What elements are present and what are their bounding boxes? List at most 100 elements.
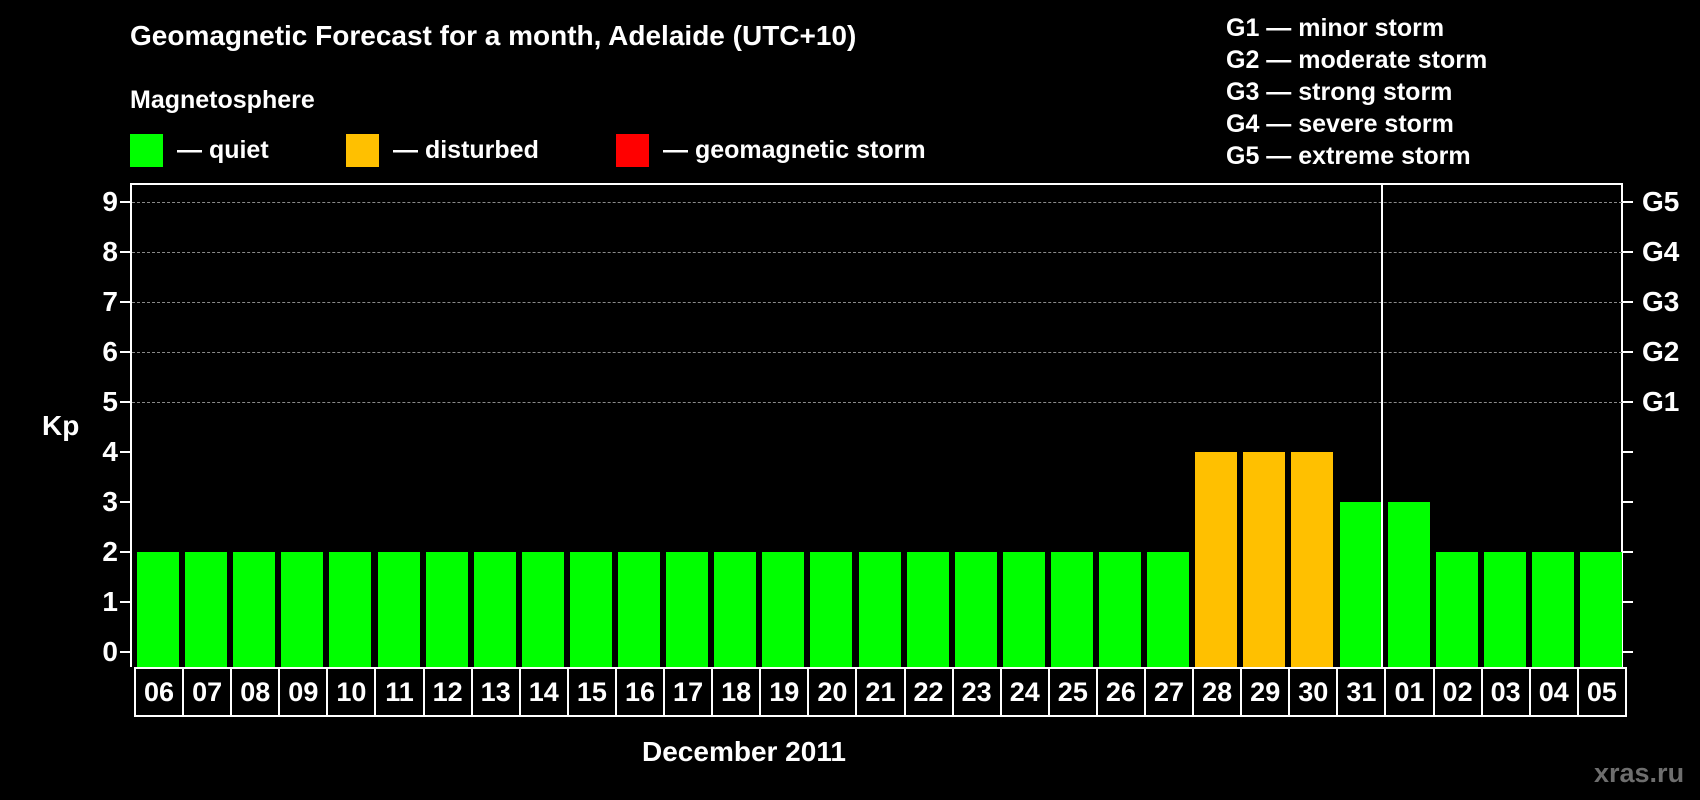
y-tick-right [1623,401,1633,403]
gridline [132,252,1622,253]
watermark: xras.ru [1594,758,1685,788]
y-axis-label: Kp [42,410,80,441]
bar-27 [1147,552,1190,667]
legend-disturbed: — disturbed [346,133,539,167]
bar-12 [425,552,468,667]
day-label-20: 20 [809,669,858,715]
bar-05 [1580,552,1622,667]
bar-01 [1387,502,1430,667]
bar-03 [1483,552,1526,667]
y-tick-right [1623,551,1633,553]
y-tick-label: 7 [102,286,118,317]
day-label-07: 07 [184,669,233,715]
bar-06 [137,552,179,667]
legend-quiet: — quiet [130,133,269,167]
day-label-22: 22 [906,669,954,715]
day-label-26: 26 [1098,669,1146,715]
day-label-27: 27 [1146,669,1195,715]
day-label-13: 13 [473,669,521,715]
y-tick-right [1623,501,1633,503]
y-tick-right [1623,301,1633,303]
bar-16 [618,552,660,667]
legend-subtitle: Magnetosphere [130,86,315,114]
day-label-06: 06 [136,669,185,715]
bar-31 [1339,502,1382,667]
g2-legend: G2 — moderate storm [1226,46,1488,74]
y-tick-label: 2 [102,536,118,567]
y-tick-label: 8 [102,236,118,267]
y-tick-right [1623,251,1633,253]
bar-09 [281,552,324,667]
bar-21 [858,552,901,667]
bar-04 [1531,552,1574,667]
storm-level-label: G3 [1642,286,1680,317]
day-label-24: 24 [1002,669,1050,715]
day-label-29: 29 [1242,669,1291,715]
bar-15 [569,552,612,667]
gridline [132,402,1622,403]
day-label-05: 05 [1579,669,1627,715]
y-tick-right [1623,351,1633,353]
y-tick-label: 4 [102,436,118,467]
y-tick [120,351,130,353]
bar-14 [521,552,564,667]
y-tick [120,551,130,553]
bar-30 [1291,452,1334,667]
day-label-17: 17 [665,669,714,715]
bar-10 [329,552,372,667]
bar-13 [473,552,516,667]
bar-29 [1243,452,1286,667]
legend-quiet-label: — quiet [177,135,269,164]
day-label-23: 23 [954,669,1002,715]
legend-storm: — geomagnetic storm [616,133,926,167]
bar-11 [377,552,420,667]
bar-26 [1099,552,1141,667]
chart-title: Geomagnetic Forecast for a month, Adelai… [130,20,857,51]
day-label-02: 02 [1435,669,1483,715]
y-tick [120,301,130,303]
bar-18 [714,552,757,667]
quiet-swatch-icon [130,133,163,167]
y-tick [120,651,130,653]
day-label-15: 15 [569,669,617,715]
storm-level-label: G1 [1642,386,1680,417]
storm-level-label: G4 [1642,236,1680,267]
day-label-12: 12 [425,669,473,715]
bar-02 [1435,552,1478,667]
bar-08 [233,552,276,667]
bar-22 [906,552,949,667]
day-label-19: 19 [761,669,810,715]
day-label-16: 16 [617,669,666,715]
storm-level-label: G2 [1642,336,1680,367]
g4-legend: G4 — severe storm [1226,110,1454,138]
storm-swatch-icon [616,133,649,167]
g3-legend: G3 — strong storm [1226,78,1453,106]
y-tick [120,601,130,603]
y-tick-right [1623,601,1633,603]
day-label-11: 11 [376,669,425,715]
day-label-10: 10 [328,669,377,715]
y-tick [120,251,130,253]
day-label-31: 31 [1338,669,1387,715]
day-label-14: 14 [521,669,569,715]
storm-level-legend: G1 — minor storm G2 — moderate storm G3 … [1226,12,1487,172]
legend-storm-label: — geomagnetic storm [663,135,926,164]
y-tick-label: 3 [102,486,118,517]
day-label-09: 09 [280,669,329,715]
y-tick-label: 6 [102,336,118,367]
bar-17 [666,552,709,667]
g1-legend: G1 — minor storm [1226,14,1445,42]
gridline [132,202,1622,203]
month-separator [1381,183,1383,667]
storm-level-label: G5 [1642,186,1680,217]
x-axis-label: December 2011 [642,736,846,767]
y-tick [120,201,130,203]
day-label-21: 21 [857,669,906,715]
plot-area [130,183,1623,667]
bar-07 [185,552,228,667]
disturbed-swatch-icon [346,133,379,167]
day-label-08: 08 [232,669,281,715]
legend-disturbed-label: — disturbed [393,135,539,164]
gridline [132,302,1622,303]
gridline [132,352,1622,353]
